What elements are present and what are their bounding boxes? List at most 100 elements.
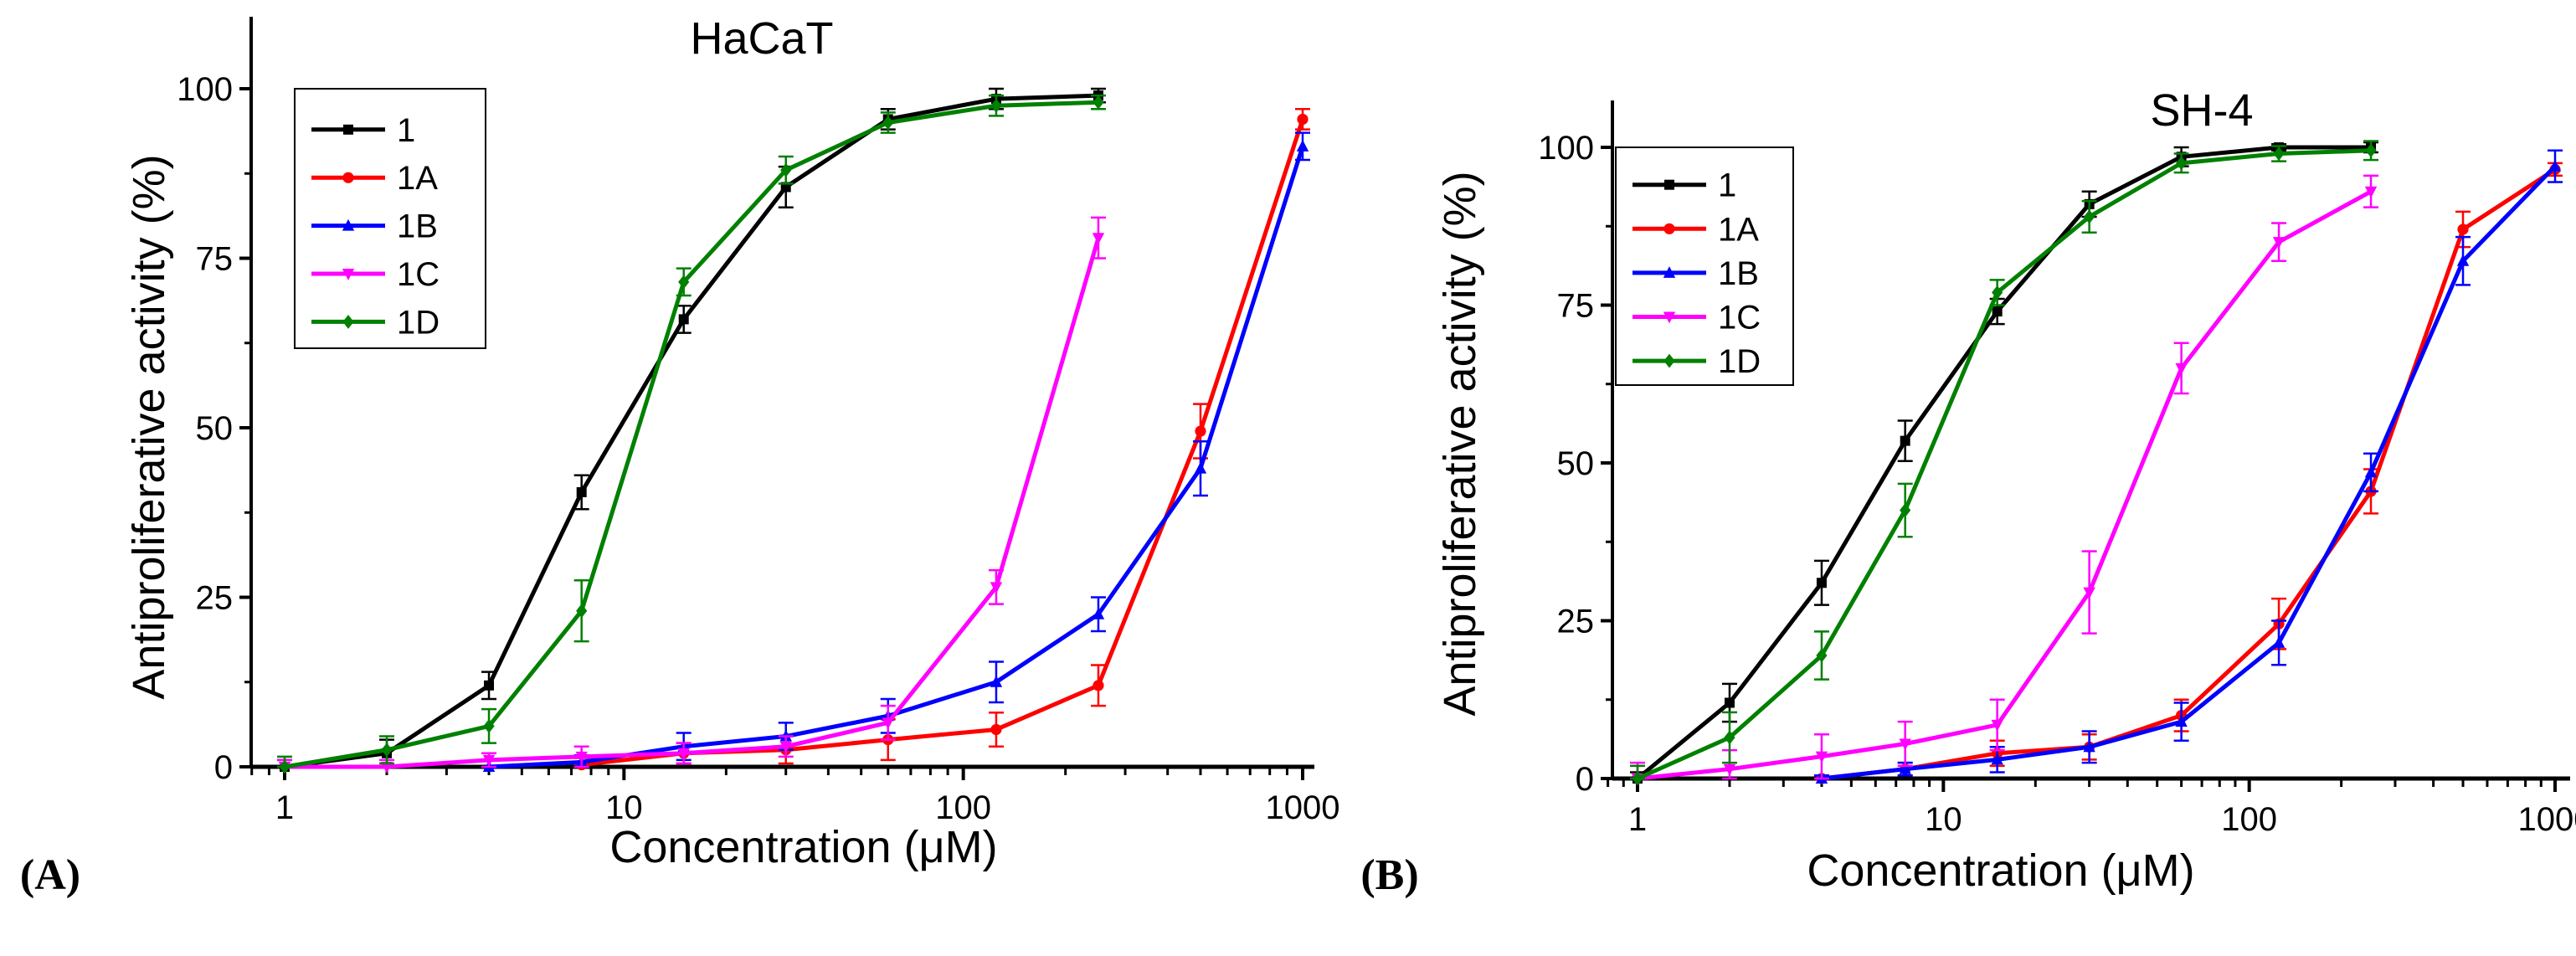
data-point [1092, 233, 1105, 244]
panel-label: (A) [20, 851, 80, 899]
data-point [1899, 738, 1911, 751]
legend-label: 1B [1718, 255, 1759, 292]
data-point [1724, 730, 1735, 745]
series-1b [1813, 149, 2563, 784]
x-axis-label: Concentration (μM) [1807, 845, 2194, 896]
legend-label: 1A [1718, 211, 1759, 248]
data-point [990, 675, 1003, 687]
legend-label: 1 [397, 112, 415, 149]
data-point [2456, 254, 2470, 266]
legend-label: 1C [397, 256, 440, 293]
data-point [1632, 771, 1643, 786]
series-line [488, 146, 1305, 769]
series-1d [1630, 140, 2379, 786]
data-point [1092, 607, 1105, 619]
x-tick-label: 1 [275, 789, 294, 826]
legend-marker [342, 269, 355, 280]
y-tick-label: 0 [214, 749, 233, 786]
legend-label: 1D [1718, 343, 1761, 380]
y-tick-label: 75 [1557, 288, 1595, 325]
series-line [1821, 167, 2557, 781]
y-tick-label: 75 [196, 241, 234, 278]
data-point [1900, 435, 1910, 446]
legend: 1 1A 1B 1C 1D [294, 88, 486, 349]
legend-marker [1663, 223, 1675, 234]
data-point [2364, 186, 2378, 198]
data-point [1296, 140, 1309, 152]
series-1c [277, 216, 1106, 774]
data-point [2176, 156, 2188, 171]
data-point [2457, 224, 2469, 235]
data-point [2365, 143, 2377, 158]
y-axis-label: Antiproliferative activity (%) [1435, 171, 1485, 716]
data-point [576, 486, 587, 497]
x-tick-label: 1000 [1266, 789, 1340, 826]
legend-marker [1663, 353, 1675, 368]
x-tick-label: 1 [1628, 801, 1647, 838]
legend-box [1615, 146, 1794, 386]
y-tick-label: 25 [1557, 604, 1595, 640]
data-point [2548, 159, 2562, 172]
legend-label: 1D [397, 304, 440, 341]
x-tick-label: 100 [2221, 801, 2277, 838]
data-point [1899, 762, 1911, 774]
data-point [2175, 715, 2188, 727]
data-point [1991, 753, 2003, 765]
data-point [575, 751, 588, 763]
chart-title: HaCaT [690, 13, 833, 64]
data-point [1195, 425, 1206, 437]
data-point [990, 723, 1002, 736]
legend-marker [342, 172, 354, 183]
chart-panel-b: 0 25 50 75 100 1 10 100 1000 SH-4 Concentration (μ… [1360, 85, 2576, 899]
y-tick-label: 100 [177, 71, 233, 108]
panel-label: (B) [1360, 851, 1418, 899]
legend-marker [1663, 311, 1676, 324]
data-point [484, 680, 495, 691]
x-axis-label: Concentration (μM) [609, 822, 997, 872]
data-point [780, 162, 792, 177]
y-tick-label: 50 [1557, 445, 1595, 482]
data-point [678, 275, 690, 290]
series-1a [1813, 162, 2563, 784]
data-point [990, 582, 1003, 594]
data-point [483, 719, 495, 733]
data-point [482, 754, 496, 767]
data-point [1093, 95, 1104, 110]
y-tick-label: 0 [1576, 761, 1594, 798]
data-point [678, 314, 689, 325]
legend-label: 1A [397, 160, 438, 197]
legend-label: 1B [397, 208, 438, 245]
data-point [1724, 697, 1735, 708]
series-1a [573, 108, 1310, 771]
x-tick-label: 1000 [2518, 801, 2576, 838]
chart-panel-a: 0 25 50 75 100 1 10 100 1000 HaCaT Concentration (… [20, 13, 1340, 899]
data-point [1992, 285, 2003, 300]
legend-marker [342, 218, 355, 231]
data-point [2272, 636, 2285, 648]
legend-marker [1664, 179, 1674, 190]
data-point [2273, 146, 2285, 161]
data-point [279, 759, 291, 774]
data-point [2175, 362, 2188, 375]
y-axis-label: Antiproliferative activity (%) [124, 154, 174, 699]
x-tick-label: 100 [935, 789, 991, 826]
series-line [1821, 164, 2557, 781]
data-point [1093, 680, 1104, 691]
y-tick-label: 100 [1538, 130, 1594, 167]
data-point [576, 604, 588, 619]
legend-label: 1C [1718, 299, 1761, 336]
data-point [1297, 113, 1309, 126]
legend-marker [342, 315, 354, 329]
chart-title: SH-4 [2150, 85, 2253, 136]
data-point [882, 116, 894, 130]
data-point [1816, 648, 1828, 663]
data-point [677, 748, 690, 760]
x-tick-label: 10 [1925, 801, 1962, 838]
series-1d [277, 94, 1106, 774]
data-point [1723, 763, 1736, 776]
legend-box [294, 88, 486, 349]
y-tick-label: 50 [196, 410, 234, 447]
y-tick-label: 25 [196, 580, 234, 617]
data-point [1816, 578, 1827, 589]
